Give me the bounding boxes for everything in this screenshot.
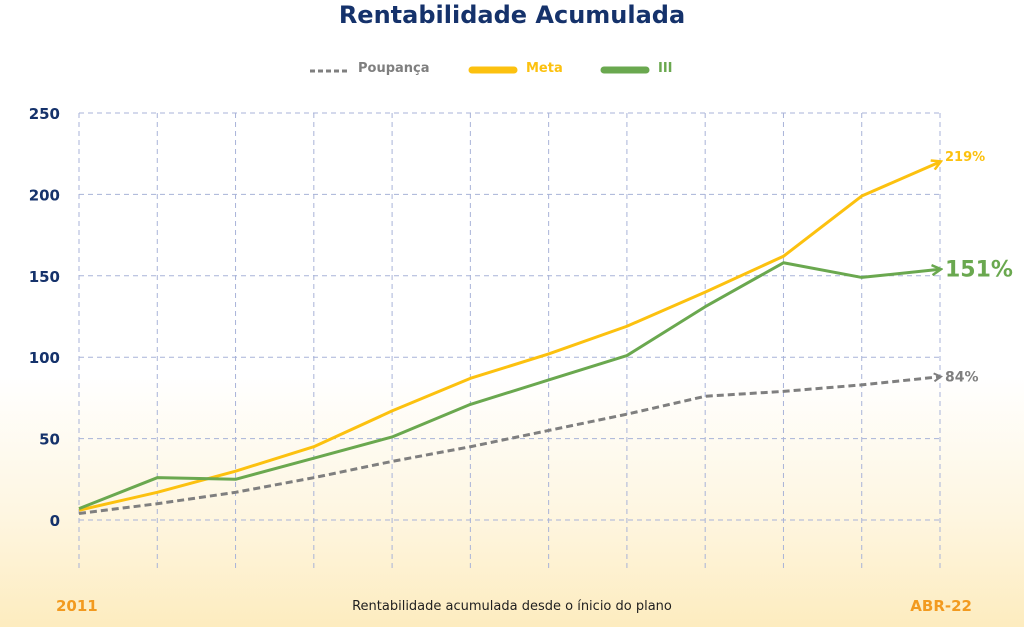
end-label-poupan-a: 84% bbox=[945, 370, 979, 386]
chart-legend: Poupança Meta III bbox=[0, 58, 1024, 78]
y-tick-label: 200 bbox=[29, 186, 60, 204]
end-label-iii: 151% bbox=[945, 257, 1013, 282]
legend-swatch-meta bbox=[468, 59, 518, 78]
legend-swatch-iii bbox=[600, 59, 650, 78]
legend-label-meta: Meta bbox=[526, 60, 563, 76]
y-axis: 0 50 100 150 200 250 bbox=[29, 105, 60, 530]
x-end-label: ABR-22 bbox=[910, 597, 972, 615]
y-tick-label: 50 bbox=[39, 431, 60, 449]
y-tick-label: 150 bbox=[29, 268, 60, 286]
chart-title: Rentabilidade Acumulada bbox=[338, 1, 686, 29]
legend-label-poupanca: Poupança bbox=[358, 60, 430, 76]
series-line-iii bbox=[78, 261, 940, 510]
chart-series bbox=[78, 162, 940, 515]
legend-item-poupanca: Poupança bbox=[310, 58, 430, 78]
chart-grid bbox=[78, 112, 941, 570]
y-tick-label: 250 bbox=[29, 105, 60, 123]
x-axis-label: Rentabilidade acumulada desde o ínicio d… bbox=[352, 599, 672, 614]
y-tick-label: 100 bbox=[29, 349, 60, 367]
end-label-meta: 219% bbox=[945, 150, 985, 165]
y-tick-label: 0 bbox=[50, 512, 60, 530]
series-line-poupan-a bbox=[78, 377, 940, 515]
legend-item-iii: III bbox=[600, 58, 673, 78]
legend-item-meta: Meta bbox=[468, 58, 563, 78]
legend-swatch-poupanca bbox=[310, 59, 350, 78]
legend-label-iii: III bbox=[658, 60, 673, 76]
x-start-label: 2011 bbox=[56, 597, 98, 615]
end-labels: 84% 219% 151% bbox=[945, 150, 1013, 386]
series-line-meta bbox=[78, 162, 940, 512]
